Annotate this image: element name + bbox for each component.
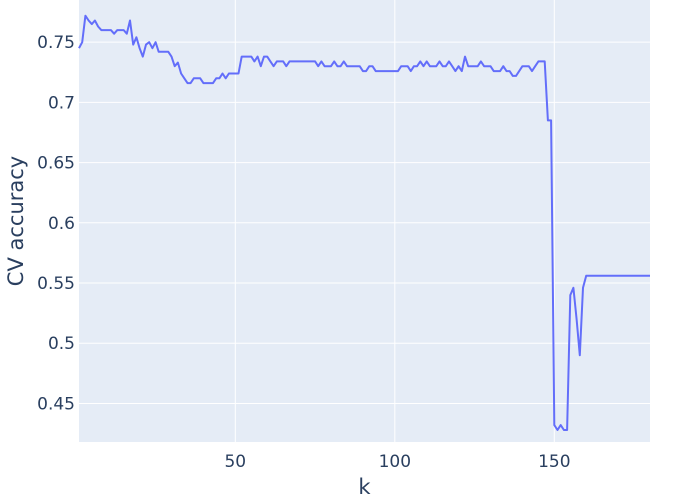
- plot-area: [79, 0, 650, 442]
- series-group: [78, 14, 650, 431]
- x-tick-label: 100: [379, 452, 411, 472]
- y-tick-label: 0.65: [37, 154, 75, 174]
- y-tick-label: 0.45: [37, 394, 75, 414]
- x-axis-title: k: [358, 475, 371, 499]
- x-tick-labels: 50 100 150: [224, 452, 570, 472]
- y-tick-labels: 0.45 0.5 0.55 0.6 0.65 0.7 0.75: [37, 33, 75, 414]
- y-tick-label: 0.75: [37, 33, 75, 53]
- y-gridlines: [79, 41, 650, 404]
- series-line: [78, 14, 650, 431]
- y-tick-label: 0.55: [37, 274, 75, 294]
- y-tick-label: 0.5: [48, 334, 75, 354]
- x-tick-label: 150: [538, 452, 570, 472]
- y-tick-label: 0.7: [48, 93, 75, 113]
- y-tick-label: 0.6: [48, 214, 75, 234]
- x-tick-label: 50: [224, 452, 246, 472]
- y-axis-title: CV accuracy: [4, 156, 28, 286]
